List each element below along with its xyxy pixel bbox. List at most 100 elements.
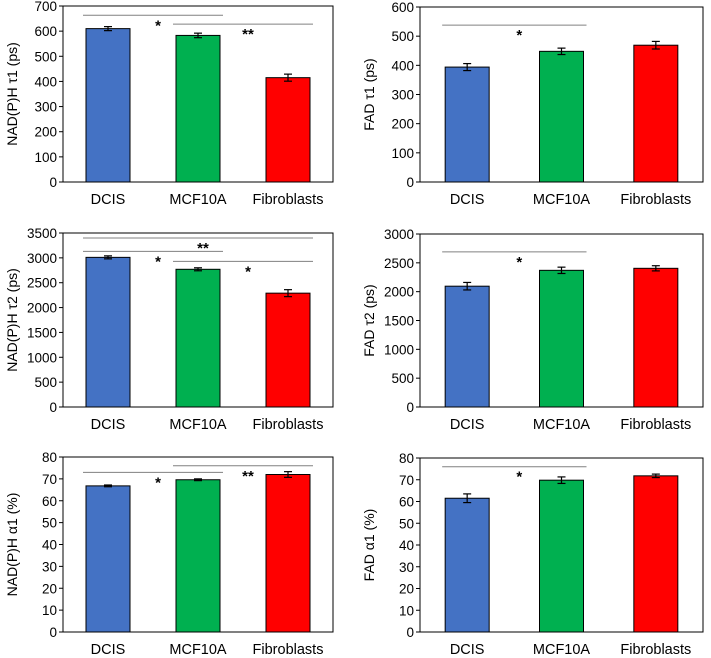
- significance-marker: *: [155, 17, 161, 34]
- y-tick-label: 200: [391, 117, 414, 132]
- bar-dcis: [444, 497, 490, 633]
- category-label: MCF10A: [169, 192, 227, 208]
- chart-panel-1: 0 100 200 300 400 500 600 700 NAD(P)H τ1 (ps) DCI…: [4, 0, 334, 208]
- y-tick-label: 80: [399, 451, 414, 466]
- category-label: DCIS: [91, 192, 126, 208]
- bar-fibroblasts: [633, 267, 679, 408]
- y-axis-title: NAD(P)H τ1 (ps): [4, 42, 20, 146]
- significance-marker: *: [516, 254, 522, 271]
- bar-fibroblasts: [633, 44, 679, 183]
- chart-panel-6: 0 10 20 30 40 50 60 70 80 FAD α1 (%) DCIS MCF10A Fib…: [361, 451, 704, 658]
- y-tick-label: 500: [391, 29, 414, 44]
- y-tick-label: 600: [391, 0, 414, 15]
- category-label: Fibroblasts: [253, 417, 324, 433]
- y-axis-title: FAD τ1 (ps): [361, 58, 377, 130]
- y-tick-label: 70: [42, 472, 57, 487]
- y-axis-title: NAD(P)H α1 (%): [4, 493, 20, 597]
- y-axis-title: NAD(P)H τ2 (ps): [4, 268, 20, 372]
- y-tick-label: 30: [399, 560, 414, 575]
- bar-mcf10a: [175, 34, 221, 183]
- y-tick-label: 0: [49, 175, 57, 190]
- bar-mcf10a: [539, 269, 584, 408]
- y-tick-label: 400: [391, 58, 414, 73]
- y-tick-label: 1500: [384, 314, 414, 329]
- significance-marker: **: [197, 240, 209, 257]
- chart-panel-2: 0 100 200 300 400 500 600 FAD τ1 (ps) DCIS MCF10A…: [361, 0, 704, 208]
- category-label: MCF10A: [169, 642, 227, 658]
- y-tick-label: 30: [42, 559, 57, 574]
- bar-fibroblasts: [265, 292, 311, 408]
- significance-marker: *: [516, 27, 522, 44]
- y-tick-label: 1000: [27, 350, 57, 365]
- y-tick-label: 600: [34, 24, 57, 39]
- y-tick-label: 0: [406, 175, 414, 190]
- y-tick-label: 10: [42, 603, 57, 618]
- bar-dcis: [85, 28, 131, 183]
- y-tick-label: 0: [406, 625, 414, 640]
- category-label: DCIS: [91, 642, 126, 658]
- y-tick-label: 3000: [384, 227, 414, 242]
- category-label: Fibroblasts: [620, 417, 691, 433]
- bar-mcf10a: [175, 479, 221, 633]
- y-tick-label: 10: [399, 603, 414, 618]
- bar-dcis: [444, 285, 490, 408]
- bar-mcf10a: [539, 479, 584, 633]
- y-tick-label: 500: [34, 49, 57, 64]
- significance-marker: *: [245, 263, 251, 280]
- y-tick-label: 2500: [27, 276, 57, 291]
- bar-mcf10a: [539, 50, 584, 183]
- y-tick-label: 2500: [384, 256, 414, 271]
- y-tick-label: 0: [406, 400, 414, 415]
- y-tick-label: 500: [391, 371, 414, 386]
- bar-dcis: [444, 66, 490, 183]
- significance-marker: *: [516, 469, 522, 486]
- category-label: MCF10A: [169, 417, 227, 433]
- category-label: DCIS: [450, 417, 485, 433]
- y-tick-label: 40: [399, 538, 414, 553]
- y-tick-label: 2000: [384, 285, 414, 300]
- y-tick-label: 1500: [27, 325, 57, 340]
- y-tick-label: 400: [34, 74, 57, 89]
- category-label: MCF10A: [533, 417, 591, 433]
- y-tick-label: 70: [399, 473, 414, 488]
- category-label: Fibroblasts: [253, 642, 324, 658]
- category-label: DCIS: [450, 192, 485, 208]
- y-tick-label: 40: [42, 538, 57, 553]
- category-label: DCIS: [450, 642, 485, 658]
- y-axis-title: FAD τ2 (ps): [361, 284, 377, 356]
- y-tick-label: 100: [34, 150, 57, 165]
- y-tick-label: 0: [49, 625, 57, 640]
- chart-panel-5: 0 10 20 30 40 50 60 70 80 NAD(P)H α1 (%) DCIS MCF10…: [4, 450, 334, 658]
- y-tick-label: 3500: [27, 226, 57, 241]
- y-tick-label: 300: [34, 100, 57, 115]
- bar-dcis: [85, 485, 131, 633]
- y-tick-label: 100: [391, 146, 414, 161]
- y-axis-title: FAD α1 (%): [361, 509, 377, 582]
- significance-marker: *: [155, 474, 161, 491]
- category-label: Fibroblasts: [620, 192, 691, 208]
- bar-mcf10a: [175, 268, 221, 408]
- significance-marker: **: [242, 26, 254, 43]
- bar-fibroblasts: [265, 77, 311, 183]
- y-tick-label: 300: [391, 88, 414, 103]
- y-tick-label: 0: [49, 400, 57, 415]
- category-label: DCIS: [91, 417, 126, 433]
- bar-fibroblasts: [265, 474, 311, 633]
- y-tick-label: 50: [399, 516, 414, 531]
- y-tick-label: 500: [34, 375, 57, 390]
- category-label: Fibroblasts: [620, 642, 691, 658]
- y-tick-label: 200: [34, 125, 57, 140]
- significance-marker: *: [155, 253, 161, 270]
- y-tick-label: 20: [399, 582, 414, 597]
- category-label: MCF10A: [533, 192, 591, 208]
- y-tick-label: 700: [34, 0, 57, 14]
- y-tick-label: 50: [42, 516, 57, 531]
- category-label: Fibroblasts: [253, 192, 324, 208]
- y-tick-label: 2000: [27, 301, 57, 316]
- y-tick-label: 80: [42, 450, 57, 465]
- y-tick-label: 60: [42, 494, 57, 509]
- significance-marker: **: [242, 468, 254, 485]
- chart-panel-4: 0 500 1000 1500 2000 2500 3000 FAD τ2 (ps) DCIS M…: [361, 227, 704, 433]
- y-tick-label: 1000: [384, 342, 414, 357]
